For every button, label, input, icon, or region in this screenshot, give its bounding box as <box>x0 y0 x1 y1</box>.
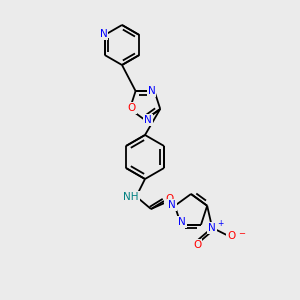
Text: N: N <box>208 223 216 233</box>
Text: N: N <box>178 217 186 227</box>
Text: +: + <box>217 219 224 228</box>
Text: NH: NH <box>123 192 139 202</box>
Text: O: O <box>227 231 235 241</box>
Text: N: N <box>100 29 108 39</box>
Text: O: O <box>193 240 201 250</box>
Text: N: N <box>168 200 176 210</box>
Text: O: O <box>165 194 173 204</box>
Text: O: O <box>128 103 136 113</box>
Text: N: N <box>148 86 155 96</box>
Text: −: − <box>238 229 245 238</box>
Text: N: N <box>144 115 152 125</box>
